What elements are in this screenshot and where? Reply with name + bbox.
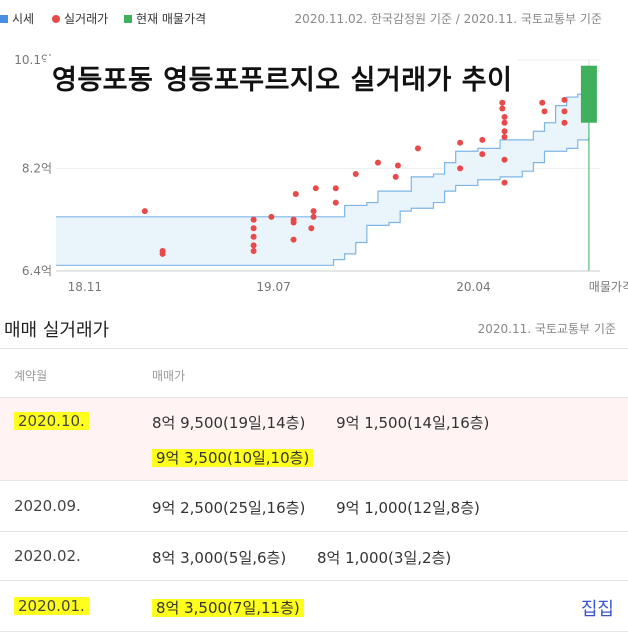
- section-header: 매매 실거래가 2020.11. 국토교통부 기준: [0, 308, 628, 349]
- table-row: 2020.09. 9억 2,500(25일,16층) 9억 1,000(12일,…: [0, 481, 628, 532]
- transaction-point: [312, 185, 319, 192]
- chart-legend: 시세 실거래가 현재 매물가격 2020.11.02. 한국감정원 기준 / 2…: [0, 4, 628, 30]
- transaction-point: [310, 208, 317, 215]
- transaction-point: [250, 225, 257, 232]
- transaction-point: [332, 199, 339, 206]
- row-month: 2020.10.: [14, 412, 89, 430]
- transaction-point: [457, 165, 464, 172]
- transaction-point: [290, 219, 297, 226]
- transaction-point: [479, 136, 486, 143]
- column-header-price: 매매가: [152, 369, 186, 383]
- y-tick-label: 6.4억: [22, 264, 52, 278]
- x-tick-label: 20.04: [456, 280, 490, 294]
- transaction-point: [561, 119, 568, 126]
- transaction-point: [374, 159, 381, 166]
- deal-entry-highlighted: 9억 3,500(10일,10층): [152, 449, 314, 467]
- transaction-point: [479, 151, 486, 158]
- section-title: 매매 실거래가: [4, 320, 110, 341]
- row-month: 2020.02.: [14, 547, 81, 565]
- transaction-point: [392, 173, 399, 180]
- row-deals: 8억 3,000(5일,6층) 8억 1,000(3일,2층): [152, 547, 477, 582]
- market-band-area: [56, 77, 589, 266]
- transaction-point: [457, 139, 464, 146]
- transaction-point: [332, 185, 339, 192]
- transaction-point: [561, 96, 568, 103]
- transaction-point: [501, 128, 508, 135]
- row-deals: 8억 3,500(7일,11층): [152, 597, 330, 632]
- legend-label: 시세: [12, 12, 35, 26]
- transaction-point: [250, 216, 257, 223]
- legend-item-market[interactable]: 시세: [0, 10, 34, 27]
- transaction-point: [141, 208, 148, 215]
- market-band-lower-line: [56, 136, 590, 266]
- deal-entry: 8억 9,500(19일,14층): [152, 414, 306, 432]
- legend-item-transaction[interactable]: 실거래가: [52, 10, 108, 27]
- transaction-point: [501, 179, 508, 186]
- transaction-point: [394, 162, 401, 169]
- transaction-point: [159, 250, 166, 257]
- transaction-table: 계약월 매매가 2020.10. 8억 9,500(19일,14층) 9억 1,…: [0, 349, 628, 632]
- transaction-point: [292, 191, 299, 198]
- legend-label: 현재 매물가격: [136, 12, 207, 26]
- row-deals: 8억 9,500(19일,14층) 9억 1,500(14일,16층) 9억 3…: [152, 412, 515, 482]
- transaction-point: [499, 105, 506, 112]
- transaction-point: [561, 108, 568, 115]
- addon-label: 집집: [580, 599, 614, 620]
- transaction-point: [250, 242, 257, 249]
- legend-label: 실거래가: [64, 12, 109, 26]
- transaction-point: [499, 99, 506, 106]
- transaction-point: [414, 145, 421, 152]
- row-deals: 9억 2,500(25일,16층) 9억 1,000(12일,8층): [152, 497, 506, 532]
- deal-entry: 9억 1,000(12일,8층): [336, 499, 480, 517]
- table-row: 2020.02. 8억 3,000(5일,6층) 8억 1,000(3일,2층): [0, 532, 628, 581]
- legend-swatch-circle-icon: [52, 14, 60, 23]
- transaction-point: [310, 213, 317, 220]
- x-tick-label: 18.11: [68, 280, 102, 294]
- column-header-month: 계약월: [14, 369, 48, 383]
- deal-entry: 9억 1,500(14일,16층): [336, 414, 490, 432]
- transaction-point: [501, 119, 508, 126]
- deal-entry: 9억 2,500(25일,16층): [152, 499, 306, 517]
- deal-entry: 8억 3,000(5일,6층): [152, 549, 287, 567]
- row-month: 2020.01.: [14, 597, 89, 615]
- table-row: 2020.01. 8억 3,500(7일,11층) 집집: [0, 581, 628, 632]
- transaction-point: [352, 171, 359, 178]
- transaction-point: [501, 133, 508, 140]
- row-month: 2020.09.: [14, 497, 81, 515]
- transaction-point: [250, 248, 257, 255]
- section-source-note: 2020.11. 국토교통부 기준: [477, 322, 616, 336]
- transaction-point: [539, 99, 546, 106]
- x-tick-label-listing: 매물가격: [589, 280, 628, 294]
- listing-price-bar: [580, 65, 597, 123]
- transaction-point: [501, 114, 508, 121]
- overlay-title: 영등포동 영등포푸르지오 실거래가 추이: [46, 56, 519, 99]
- y-tick-label: 8.2억: [22, 161, 52, 175]
- legend-swatch-square-icon: [0, 14, 8, 23]
- transaction-point: [290, 236, 297, 243]
- transaction-point: [308, 225, 315, 232]
- transaction-point: [250, 233, 257, 240]
- deal-entry: 8억 1,000(3일,2층): [317, 549, 452, 567]
- table-row: 2020.10. 8억 9,500(19일,14층) 9억 1,500(14일,…: [0, 398, 628, 481]
- transaction-point: [268, 213, 275, 220]
- price-trend-chart: 10.1억 8.2억 6.4억 18.11 19.07 20.04 매물가격: [14, 53, 628, 294]
- highlighted-month: 2020.10.: [14, 412, 89, 430]
- x-tick-label: 19.07: [256, 280, 290, 294]
- table-header: 계약월 매매가: [0, 349, 628, 398]
- legend-item-listing[interactable]: 현재 매물가격: [124, 10, 206, 27]
- y-tick-label: 10.1억: [14, 53, 52, 67]
- market-band-upper-line: [56, 77, 590, 218]
- legend-swatch-square-icon: [124, 14, 132, 23]
- deal-entry-highlighted: 8억 3,500(7일,11층): [152, 599, 304, 617]
- chart-source-note: 2020.11.02. 한국감정원 기준 / 2020.11. 국토교통부 기준: [294, 12, 602, 26]
- transaction-point: [501, 156, 508, 163]
- transaction-point: [541, 108, 548, 115]
- highlighted-month: 2020.01.: [14, 597, 89, 615]
